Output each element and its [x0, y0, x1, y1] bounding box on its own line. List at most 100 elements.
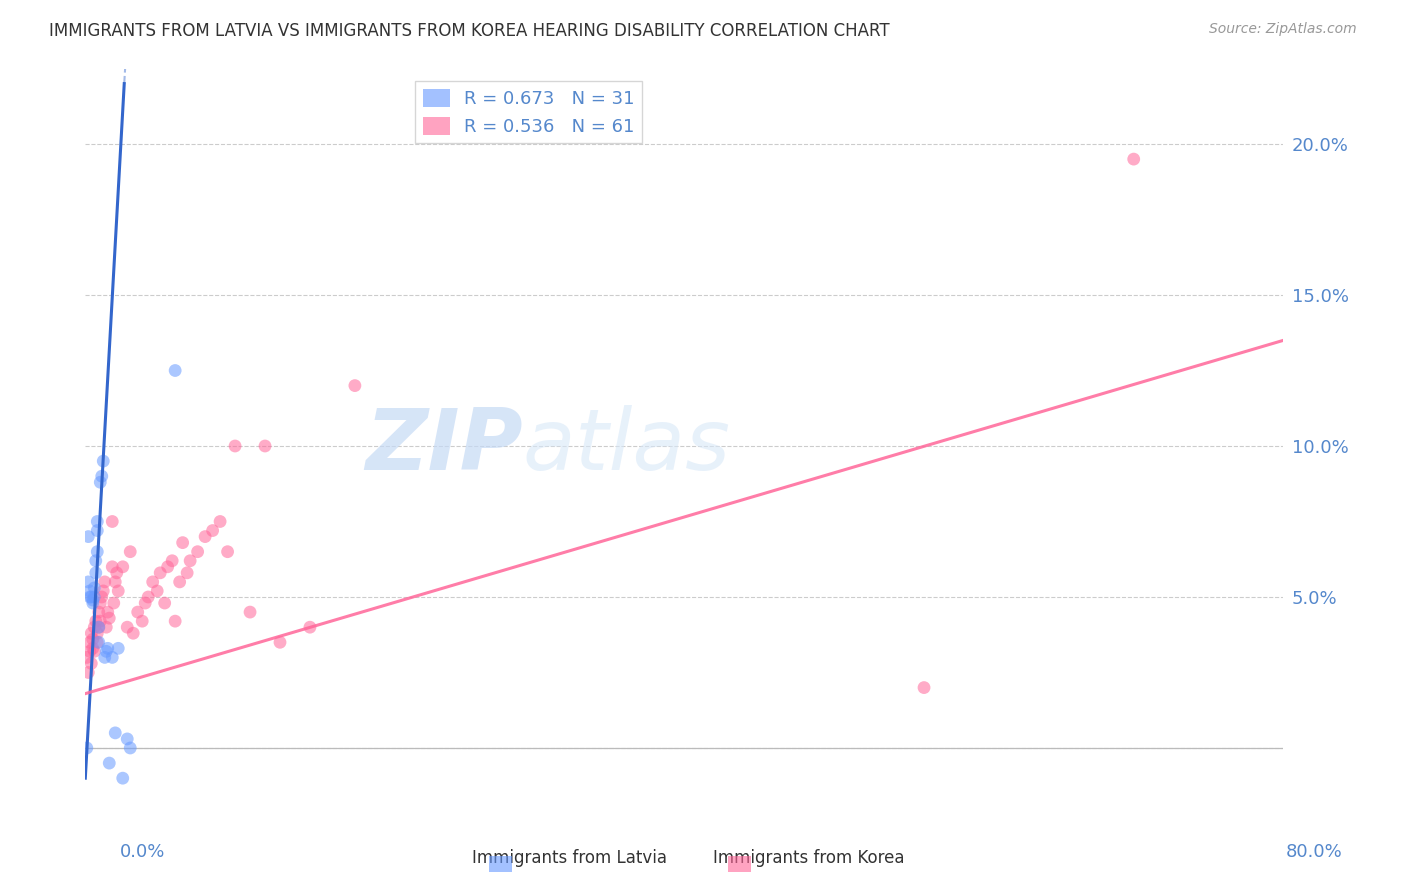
Point	[90, 469, 112, 483]
Point	[82, 641, 104, 656]
Point	[89, 475, 111, 490]
Point	[239, 605, 262, 619]
Point	[89, 614, 111, 628]
Point	[82, 632, 104, 647]
Point	[84, 566, 107, 580]
Point	[115, 731, 138, 746]
Point	[111, 559, 134, 574]
Point	[153, 596, 176, 610]
Point	[82, 596, 104, 610]
Point	[96, 620, 118, 634]
Point	[172, 535, 194, 549]
Point	[107, 584, 129, 599]
Text: IMMIGRANTS FROM LATVIA VS IMMIGRANTS FROM KOREA HEARING DISABILITY CORRELATION C: IMMIGRANTS FROM LATVIA VS IMMIGRANTS FRO…	[49, 22, 890, 40]
Point	[111, 771, 134, 785]
Point	[80, 626, 103, 640]
Point	[142, 574, 165, 589]
Point	[87, 605, 110, 619]
Point	[176, 566, 198, 580]
Point	[165, 614, 187, 628]
Point	[98, 611, 121, 625]
Point	[104, 726, 127, 740]
Point	[107, 641, 129, 656]
Point	[104, 574, 127, 589]
Text: Immigrants from Latvia: Immigrants from Latvia	[472, 849, 666, 867]
Legend: R = 0.673   N = 31, R = 0.536   N = 61: R = 0.673 N = 31, R = 0.536 N = 61	[415, 81, 643, 144]
Point	[96, 644, 118, 658]
Point	[97, 641, 120, 656]
Point	[83, 620, 105, 634]
Point	[91, 454, 114, 468]
Text: 0.0%: 0.0%	[120, 843, 165, 861]
Point	[136, 590, 159, 604]
Point	[149, 566, 172, 580]
Point	[80, 657, 103, 671]
Point	[146, 584, 169, 599]
Point	[101, 559, 124, 574]
Point	[83, 581, 105, 595]
Point	[103, 596, 125, 610]
Point	[83, 590, 105, 604]
Point	[160, 554, 183, 568]
Point	[87, 620, 110, 634]
Point	[169, 574, 191, 589]
Point	[77, 665, 100, 680]
Point	[79, 635, 101, 649]
Point	[179, 554, 201, 568]
Point	[1122, 152, 1144, 166]
Point	[134, 596, 156, 610]
Point	[87, 635, 110, 649]
Point	[343, 378, 366, 392]
Point	[224, 439, 246, 453]
Text: ZIP: ZIP	[366, 404, 523, 488]
Point	[122, 626, 145, 640]
Point	[912, 681, 935, 695]
Point	[77, 530, 100, 544]
Point	[253, 439, 276, 453]
Text: Source: ZipAtlas.com: Source: ZipAtlas.com	[1209, 22, 1357, 37]
Point	[105, 566, 128, 580]
Point	[209, 515, 232, 529]
Point	[91, 584, 114, 599]
Point	[269, 635, 291, 649]
Point	[165, 363, 187, 377]
Point	[131, 614, 153, 628]
Point	[79, 584, 101, 599]
Point	[86, 635, 108, 649]
Point	[115, 620, 138, 634]
Point	[84, 614, 107, 628]
Point	[87, 620, 110, 634]
Point	[84, 554, 107, 568]
Point	[101, 650, 124, 665]
Point	[298, 620, 321, 634]
Point	[83, 644, 105, 658]
Point	[120, 544, 142, 558]
Point	[86, 544, 108, 558]
Point	[80, 590, 103, 604]
Point	[97, 605, 120, 619]
Point	[101, 515, 124, 529]
Point	[187, 544, 209, 558]
Point	[201, 524, 224, 538]
Point	[89, 596, 111, 610]
Point	[94, 574, 117, 589]
Point	[79, 644, 101, 658]
Point	[217, 544, 239, 558]
Point	[77, 574, 100, 589]
Point	[79, 590, 101, 604]
Point	[156, 559, 179, 574]
Point	[98, 756, 121, 770]
Point	[76, 650, 98, 665]
Point	[194, 530, 217, 544]
Point	[94, 650, 117, 665]
Point	[90, 590, 112, 604]
Point	[86, 626, 108, 640]
Point	[86, 515, 108, 529]
Point	[127, 605, 149, 619]
Point	[120, 741, 142, 756]
Text: Immigrants from Korea: Immigrants from Korea	[713, 849, 904, 867]
Point	[86, 524, 108, 538]
Text: atlas: atlas	[523, 404, 731, 488]
Point	[76, 741, 98, 756]
Point	[82, 593, 104, 607]
